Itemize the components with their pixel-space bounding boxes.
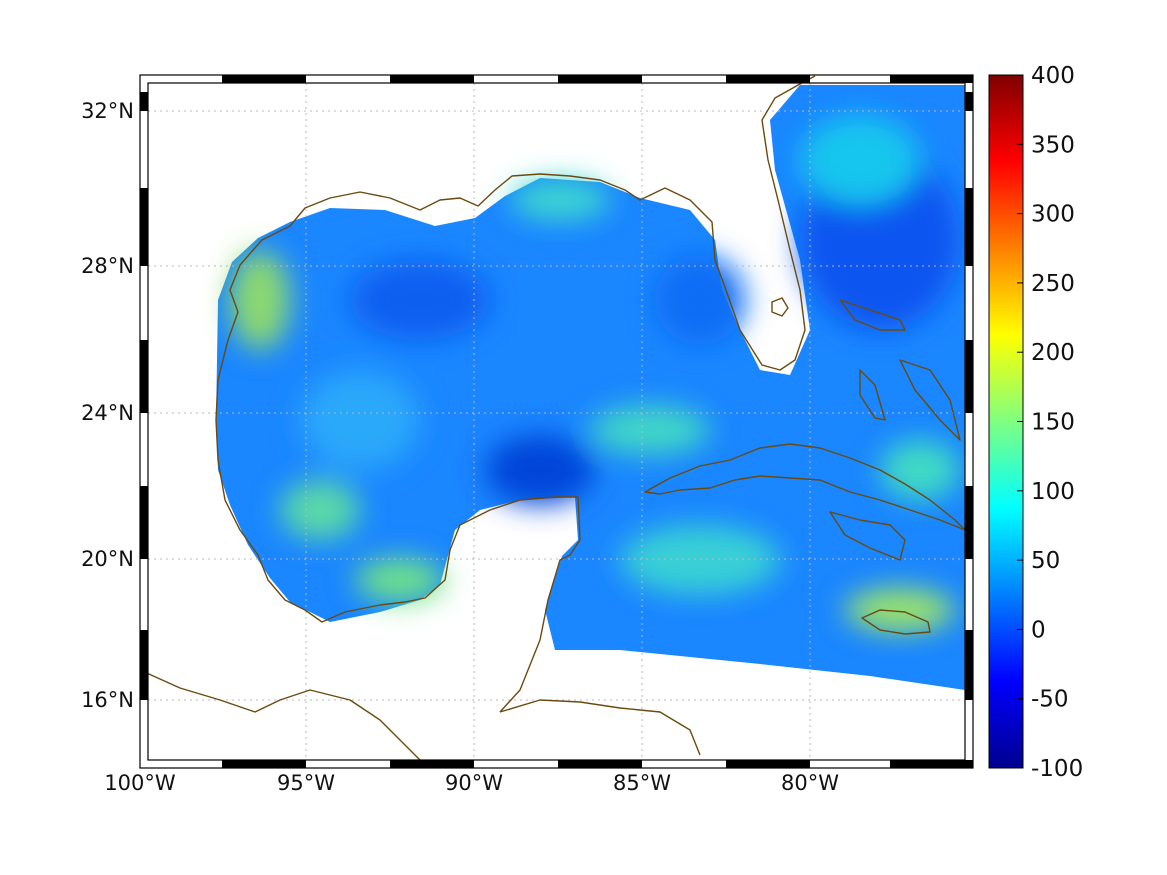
colorbar-tick-label: -100 <box>1031 756 1083 782</box>
lake-okeechobee <box>771 297 789 317</box>
colorbar-tick-label: 0 <box>1031 617 1046 643</box>
mexico-gulf-coast <box>215 311 581 713</box>
jamaica-outline <box>861 609 931 635</box>
colorbar-tick-label: 350 <box>1031 132 1075 158</box>
central-america-coast <box>139 669 421 761</box>
colorbar-tick-label: 50 <box>1031 548 1060 574</box>
us-gulf-coast <box>229 75 816 371</box>
colorbar-tick-label: 200 <box>1031 340 1075 366</box>
lat-tick-20: 20°N <box>81 547 134 571</box>
lon-tick-85w: 85°W <box>613 771 671 795</box>
lon-tick-80w: 80°W <box>781 771 839 795</box>
colorbar-tick-label: 100 <box>1031 479 1075 505</box>
ocean-base-field <box>216 85 965 690</box>
lon-tick-90w: 90°W <box>445 771 503 795</box>
colorbar-tick-label: 250 <box>1031 271 1075 297</box>
lat-tick-labels: 32°N 28°N 24°N 20°N 16°N <box>81 99 134 712</box>
gridlines <box>148 83 965 760</box>
lon-tick-95w: 95°W <box>277 771 335 795</box>
lat-tick-16: 16°N <box>81 688 134 712</box>
colorbar-ticks: 400 350 300 250 200 150 100 50 0 -50 -100 <box>1017 63 1083 782</box>
lat-tick-24: 24°N <box>81 401 134 425</box>
lon-tick-labels: 100°W 95°W 90°W 85°W 80°W <box>104 771 839 795</box>
data-anomalies <box>230 115 960 632</box>
colorbar-tick-label: 150 <box>1031 410 1075 436</box>
lat-tick-32: 32°N <box>81 99 134 123</box>
lat-tick-28: 28°N <box>81 254 134 278</box>
colorbar-tick-label: -50 <box>1031 687 1069 713</box>
colorbar-tick-label: 400 <box>1031 63 1075 89</box>
bahamas-outline <box>839 299 961 441</box>
map-frame <box>139 74 974 769</box>
colorbar: 400 350 300 250 200 150 100 50 0 -50 -100 <box>988 63 1083 782</box>
colorbar-tick-label: 300 <box>1031 202 1075 228</box>
data-field <box>216 85 965 690</box>
lon-tick-100w: 100°W <box>104 771 176 795</box>
honduras-coast <box>499 699 701 756</box>
hispaniola-outline <box>829 511 906 561</box>
